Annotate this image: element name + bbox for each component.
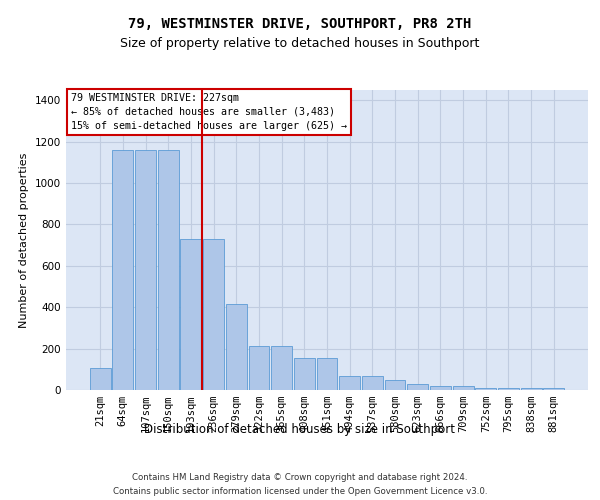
Bar (362, 376, 383, 390)
Bar (385, 380, 406, 390)
Text: Contains public sector information licensed under the Open Government Licence v3: Contains public sector information licen… (113, 488, 487, 496)
Bar (248, 346, 269, 390)
Bar (521, 388, 542, 390)
Text: Distribution of detached houses by size in Southport: Distribution of detached houses by size … (145, 422, 455, 436)
Bar (452, 386, 473, 390)
Bar (158, 150, 179, 390)
Y-axis label: Number of detached properties: Number of detached properties (19, 152, 29, 328)
Bar (339, 376, 360, 390)
Text: 79 WESTMINSTER DRIVE: 227sqm
← 85% of detached houses are smaller (3,483)
15% of: 79 WESTMINSTER DRIVE: 227sqm ← 85% of de… (71, 93, 347, 131)
Bar (135, 150, 156, 390)
Text: Contains HM Land Registry data © Crown copyright and database right 2024.: Contains HM Land Registry data © Crown c… (132, 472, 468, 482)
Bar (271, 346, 292, 390)
Text: Size of property relative to detached houses in Southport: Size of property relative to detached ho… (121, 38, 479, 51)
Bar (203, 239, 224, 390)
Bar (112, 150, 133, 390)
Bar (226, 304, 247, 390)
Bar (544, 388, 564, 390)
Bar (90, 368, 110, 390)
Text: 79, WESTMINSTER DRIVE, SOUTHPORT, PR8 2TH: 79, WESTMINSTER DRIVE, SOUTHPORT, PR8 2T… (128, 18, 472, 32)
Bar (498, 388, 519, 390)
Bar (430, 386, 451, 390)
Bar (475, 388, 496, 390)
Bar (294, 358, 315, 390)
Bar (317, 358, 337, 390)
Bar (407, 384, 428, 390)
Bar (181, 239, 202, 390)
